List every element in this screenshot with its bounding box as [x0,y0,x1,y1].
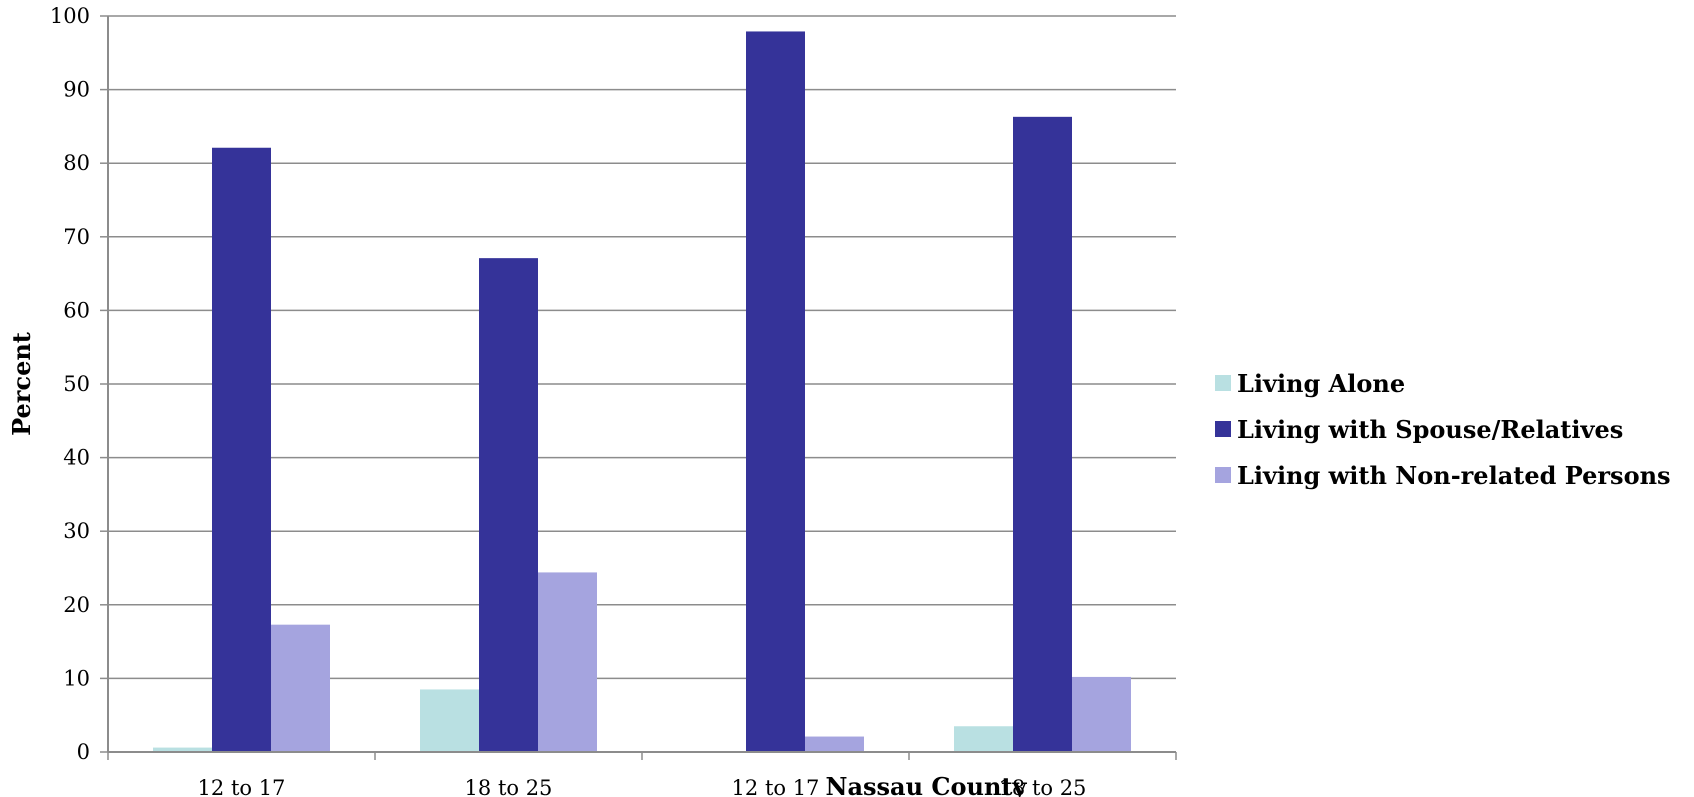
legend-swatch [1215,375,1231,391]
bar [212,147,271,752]
y-tick-label: 0 [77,740,90,764]
bar [271,624,330,752]
y-tick-label: 30 [63,519,90,543]
bar [479,258,538,752]
x-tick-label: 12 to 17 [732,776,820,797]
y-tick-label: 60 [63,298,90,322]
y-tick-label: 70 [63,225,90,249]
y-tick-label: 100 [50,4,90,28]
bars [153,31,1131,753]
legend-swatch [1215,467,1231,483]
bar [420,689,479,752]
bar [153,747,212,752]
y-axis-ticks: 0 10 20 30 40 50 60 70 80 90 100 [50,4,108,764]
bar [746,31,805,753]
x-tick-label: 18 to 25 [999,776,1087,797]
x-axis-title: Nassau County [826,772,1028,797]
bar [1072,676,1131,752]
y-tick-label: 10 [63,666,90,690]
legend-swatch [1215,421,1231,437]
legend-item-living-with-spouse-relatives: Living with Spouse/Relatives [1215,406,1671,452]
legend-item-living-alone: Living Alone [1215,360,1671,406]
bar [805,736,864,752]
legend: Living Alone Living with Spouse/Relative… [1215,360,1671,498]
legend-label: Living Alone [1237,368,1406,398]
x-tick-label: 18 to 25 [465,776,553,797]
legend-item-living-with-non-related-persons: Living with Non-related Persons [1215,452,1671,498]
legend-label: Living with Non-related Persons [1237,460,1671,490]
y-tick-label: 80 [63,151,90,175]
bar [538,572,597,752]
bar [954,726,1013,752]
y-tick-label: 20 [63,593,90,617]
y-tick-label: 90 [63,78,90,102]
y-tick-label: 50 [63,372,90,396]
legend-label: Living with Spouse/Relatives [1237,414,1624,444]
x-tick-label: 12 to 17 [198,776,286,797]
y-axis-title: Percent [7,332,36,436]
y-tick-label: 40 [63,446,90,470]
bar [1013,116,1072,752]
x-axis-ticks: 12 to 17 18 to 25 12 to 17 18 to 25 [107,752,1177,797]
